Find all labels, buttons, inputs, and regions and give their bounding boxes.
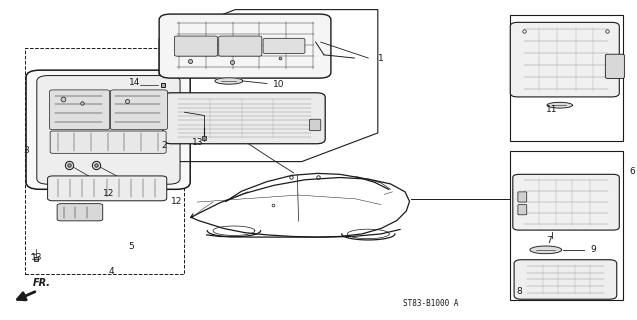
Text: FR.: FR. [32, 278, 50, 288]
Polygon shape [215, 78, 243, 84]
FancyBboxPatch shape [175, 36, 217, 56]
Text: 9: 9 [590, 245, 596, 254]
Text: 7: 7 [547, 236, 552, 245]
Bar [510, 151, 623, 300]
Text: ST83-B1000 A: ST83-B1000 A [403, 299, 459, 308]
Polygon shape [547, 102, 573, 108]
FancyBboxPatch shape [159, 14, 331, 78]
FancyBboxPatch shape [510, 22, 619, 97]
Text: 6: 6 [629, 167, 635, 176]
Bar [510, 15, 623, 141]
FancyBboxPatch shape [218, 36, 262, 56]
FancyBboxPatch shape [163, 93, 326, 144]
Text: 5: 5 [129, 242, 134, 251]
FancyBboxPatch shape [48, 176, 167, 201]
FancyBboxPatch shape [50, 131, 166, 153]
Text: 2: 2 [162, 141, 168, 150]
Text: 10: 10 [273, 80, 285, 89]
FancyBboxPatch shape [513, 174, 619, 230]
FancyBboxPatch shape [110, 90, 168, 130]
Text: 12: 12 [103, 189, 115, 198]
Text: 12: 12 [171, 197, 182, 206]
Text: 11: 11 [547, 105, 558, 114]
Text: 4: 4 [109, 267, 115, 276]
Polygon shape [530, 246, 562, 254]
Text: 1: 1 [378, 54, 383, 63]
FancyBboxPatch shape [263, 38, 305, 53]
FancyBboxPatch shape [514, 260, 617, 299]
FancyBboxPatch shape [37, 76, 180, 184]
Text: 13: 13 [192, 138, 204, 147]
Text: 13: 13 [31, 253, 43, 262]
FancyBboxPatch shape [50, 90, 110, 130]
Bar [25, 48, 185, 274]
FancyBboxPatch shape [310, 119, 321, 131]
Text: 3: 3 [23, 146, 29, 155]
FancyBboxPatch shape [518, 204, 527, 215]
FancyBboxPatch shape [605, 54, 624, 78]
Text: 8: 8 [516, 287, 522, 296]
Text: 14: 14 [129, 78, 140, 87]
FancyBboxPatch shape [518, 192, 527, 202]
FancyBboxPatch shape [26, 70, 190, 189]
FancyBboxPatch shape [57, 204, 103, 221]
